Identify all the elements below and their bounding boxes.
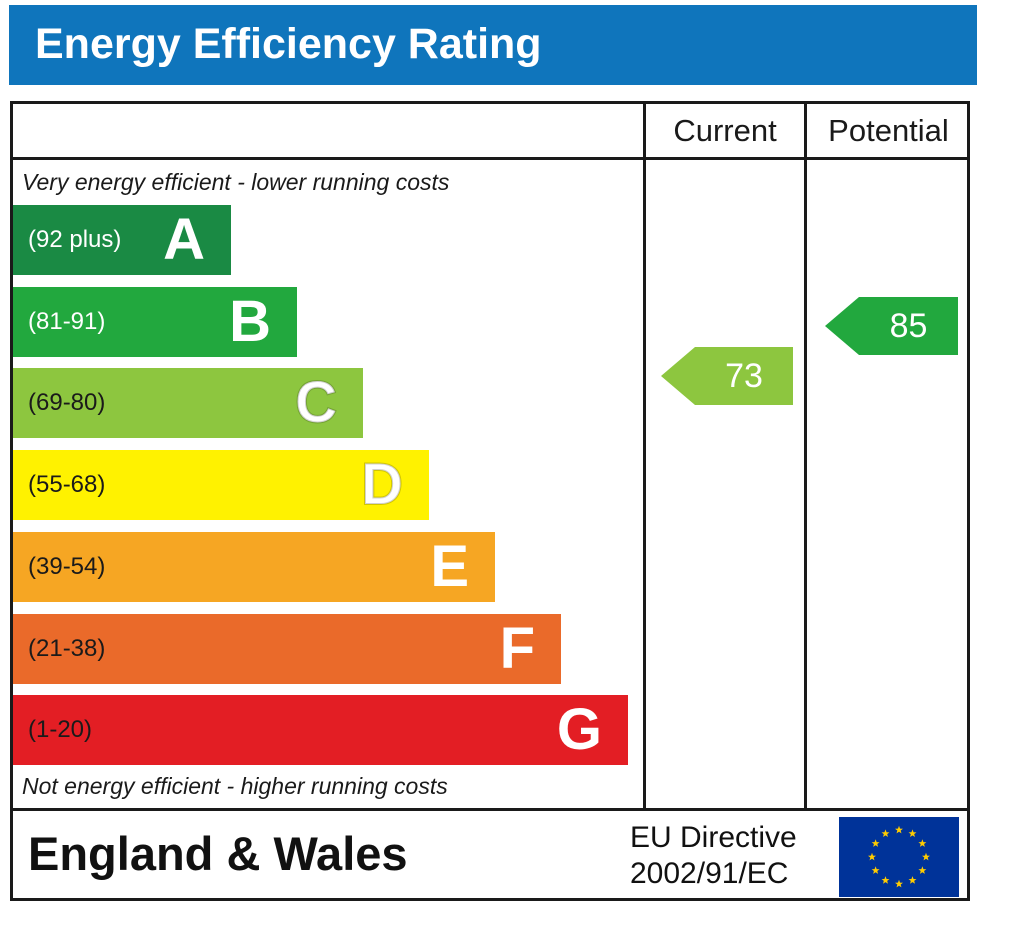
band-c: (69-80) C <box>13 368 363 439</box>
eu-directive-line2: 2002/91/EC <box>630 857 789 890</box>
band-d: (55-68) D <box>13 450 429 521</box>
band-range-label: (1-20) <box>28 716 93 744</box>
band-e: (39-54) E <box>13 531 495 602</box>
eu-flag-icon <box>839 817 959 897</box>
note-top: Very energy efficient - lower running co… <box>22 169 450 195</box>
band-letter: G <box>556 697 602 763</box>
divider-current <box>643 101 646 811</box>
band-letter: F <box>499 615 535 681</box>
band-letter: C <box>294 369 338 436</box>
band-range-label: (39-54) <box>28 552 106 580</box>
band-letter: A <box>163 207 205 272</box>
band-a: (92 plus) A <box>13 205 231 275</box>
eu-directive: EU Directive 2002/91/EC <box>630 820 797 892</box>
band-range-label: (21-38) <box>28 634 106 662</box>
page-title: Energy Efficiency Rating <box>35 20 542 68</box>
band-range-label: (69-80) <box>28 389 106 417</box>
eu-directive-line1: EU Directive <box>630 821 797 854</box>
potential-rating-arrow: 85 <box>825 296 958 355</box>
title-bar: Energy Efficiency Rating <box>9 5 977 85</box>
column-header-current: Current <box>673 113 777 148</box>
current-rating-arrow: 73 <box>661 347 793 406</box>
potential-rating-arrow-value: 85 <box>889 306 928 345</box>
current-rating-arrow-value: 73 <box>725 357 763 396</box>
band-letter: D <box>360 451 404 518</box>
band-b: (81-91) B <box>13 286 297 357</box>
band-range-label: (92 plus) <box>28 226 122 253</box>
footer-divider <box>10 808 970 811</box>
band-f: (21-38) F <box>13 613 561 684</box>
band-range-label: (55-68) <box>28 471 106 499</box>
divider-potential <box>804 101 807 811</box>
header-divider <box>10 157 970 160</box>
note-bottom: Not energy efficient - higher running co… <box>22 773 448 799</box>
region-label: England & Wales <box>28 827 408 880</box>
band-range-label: (81-91) <box>28 307 106 335</box>
rating-frame <box>10 101 970 901</box>
band-letter: E <box>430 533 469 599</box>
column-header-potential: Potential <box>828 113 949 148</box>
band-g: (1-20) G <box>13 695 628 766</box>
band-letter: B <box>229 288 271 354</box>
